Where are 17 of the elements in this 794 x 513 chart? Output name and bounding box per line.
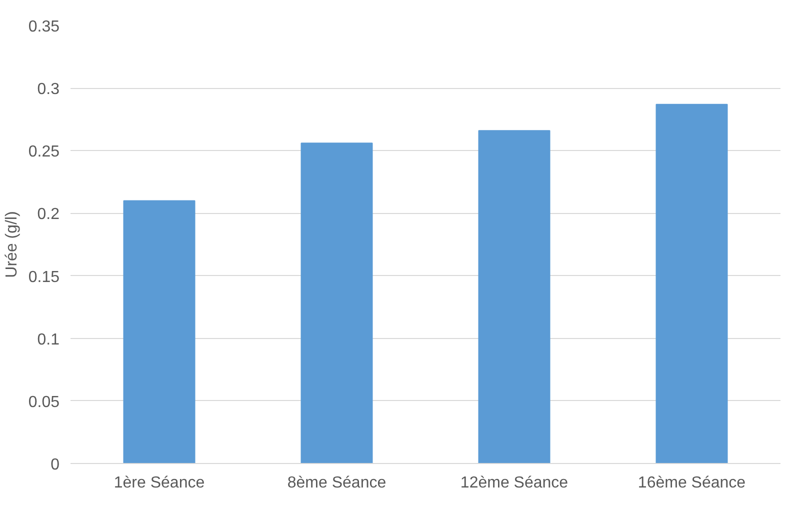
bar [123,200,196,464]
y-axis-title: Urée (g/l) [3,211,20,278]
bar [478,130,550,464]
y-tick-label: 0.35 [28,18,60,36]
y-tick-label: 0.25 [28,144,60,161]
x-tick-label: 16ème Séance [638,474,746,492]
y-tick-label: 0.15 [28,268,60,286]
bar [300,142,373,464]
x-tick-label: 12ème Séance [460,474,568,492]
y-tick-label: 0.3 [37,81,60,98]
bar [656,104,728,464]
y-tick-label: 0.2 [37,206,60,224]
x-tick-label: 1ère Séance [114,474,205,492]
y-tick-label: 0 [50,456,60,474]
y-tick-label: 0.1 [37,331,60,348]
x-tick-label: 8ème Séance [287,474,386,492]
y-tick-label: 0.05 [28,394,60,411]
